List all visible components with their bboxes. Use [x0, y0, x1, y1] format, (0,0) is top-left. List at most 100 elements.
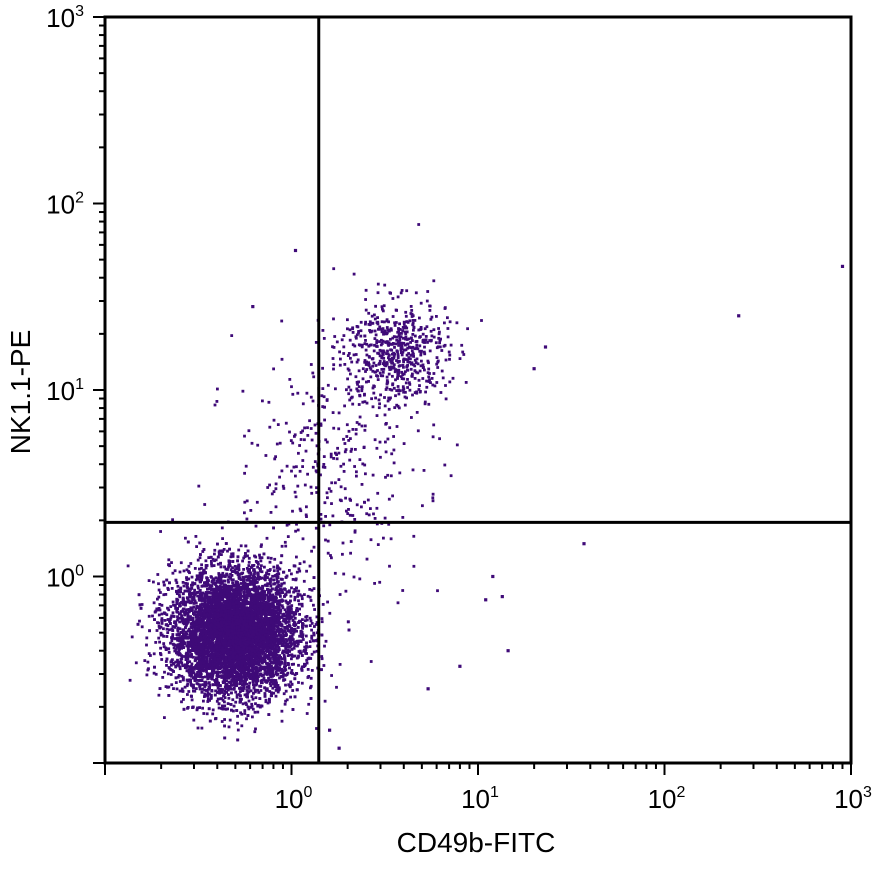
data-point [298, 649, 302, 653]
data-point [209, 645, 213, 649]
data-point [177, 649, 181, 653]
data-point [255, 657, 259, 661]
data-point [269, 582, 272, 585]
data-point [185, 578, 189, 582]
data-point [188, 616, 191, 619]
data-point [199, 603, 202, 607]
data-point [238, 608, 242, 612]
data-point [215, 699, 219, 703]
data-point [244, 701, 248, 705]
data-point [269, 603, 273, 607]
data-point [234, 700, 238, 704]
data-point [193, 610, 197, 613]
data-point [271, 601, 274, 604]
data-point [210, 637, 213, 640]
data-point [323, 644, 326, 648]
data-point [264, 698, 268, 702]
data-point [159, 646, 162, 650]
data-point [210, 664, 214, 668]
data-point [230, 669, 234, 673]
data-point [179, 561, 183, 565]
data-point [159, 631, 163, 635]
data-point [280, 637, 284, 641]
data-point [210, 693, 213, 697]
data-point [193, 673, 197, 677]
data-point [315, 649, 319, 653]
data-point [181, 581, 185, 584]
data-point [252, 577, 255, 581]
data-point [205, 642, 208, 646]
data-point [259, 638, 262, 642]
data-point [187, 636, 191, 639]
data-point [282, 672, 285, 676]
data-point [190, 698, 194, 702]
data-point [274, 616, 277, 619]
data-point [305, 645, 309, 649]
data-point [219, 689, 222, 693]
data-point [201, 632, 205, 636]
data-point [170, 587, 174, 590]
data-point [160, 619, 164, 622]
data-point [193, 567, 197, 570]
data-point [308, 624, 312, 627]
data-point [200, 628, 203, 632]
data-point [282, 692, 286, 696]
data-point [260, 659, 264, 663]
data-point [272, 616, 276, 619]
data-point [270, 669, 274, 673]
data-point [213, 552, 216, 556]
data-point [169, 673, 173, 676]
data-point [256, 634, 259, 637]
data-point [233, 565, 237, 568]
data-point [152, 601, 156, 605]
data-point [188, 644, 192, 648]
data-point [166, 606, 169, 610]
data-point [188, 590, 192, 594]
data-point [191, 595, 195, 599]
data-point [200, 655, 204, 658]
data-point [253, 572, 256, 576]
data-point [230, 645, 233, 649]
data-point [192, 671, 196, 675]
data-point [271, 678, 275, 682]
data-point [186, 682, 190, 686]
data-point [218, 671, 221, 674]
data-point [315, 621, 319, 624]
data-point [300, 665, 304, 669]
data-point [208, 616, 211, 620]
data-point [275, 662, 279, 666]
data-point [320, 620, 324, 624]
data-point [270, 691, 273, 695]
data-point [193, 629, 197, 633]
data-point [198, 609, 201, 613]
data-point [283, 702, 287, 706]
data-point [261, 633, 265, 637]
data-point [260, 681, 264, 685]
data-point [240, 644, 244, 647]
data-point [305, 652, 308, 655]
data-point [266, 642, 270, 645]
data-point [253, 688, 257, 692]
data-point [196, 586, 200, 590]
data-point [219, 577, 223, 581]
data-point [277, 585, 280, 589]
data-point [192, 597, 196, 601]
data-point [264, 618, 268, 622]
data-point [313, 625, 316, 628]
data-point [273, 557, 277, 561]
data-point [191, 635, 195, 639]
data-point [315, 631, 319, 635]
data-point [308, 564, 312, 568]
data-point [211, 708, 215, 712]
data-point [219, 575, 222, 578]
data-point [210, 641, 214, 645]
data-point [328, 611, 332, 615]
data-point [261, 652, 264, 656]
data-point [226, 702, 230, 705]
data-point [201, 628, 205, 632]
data-point [227, 680, 231, 684]
data-point [187, 627, 191, 631]
data-point [173, 626, 177, 629]
data-point [275, 596, 278, 600]
data-point [196, 584, 200, 588]
